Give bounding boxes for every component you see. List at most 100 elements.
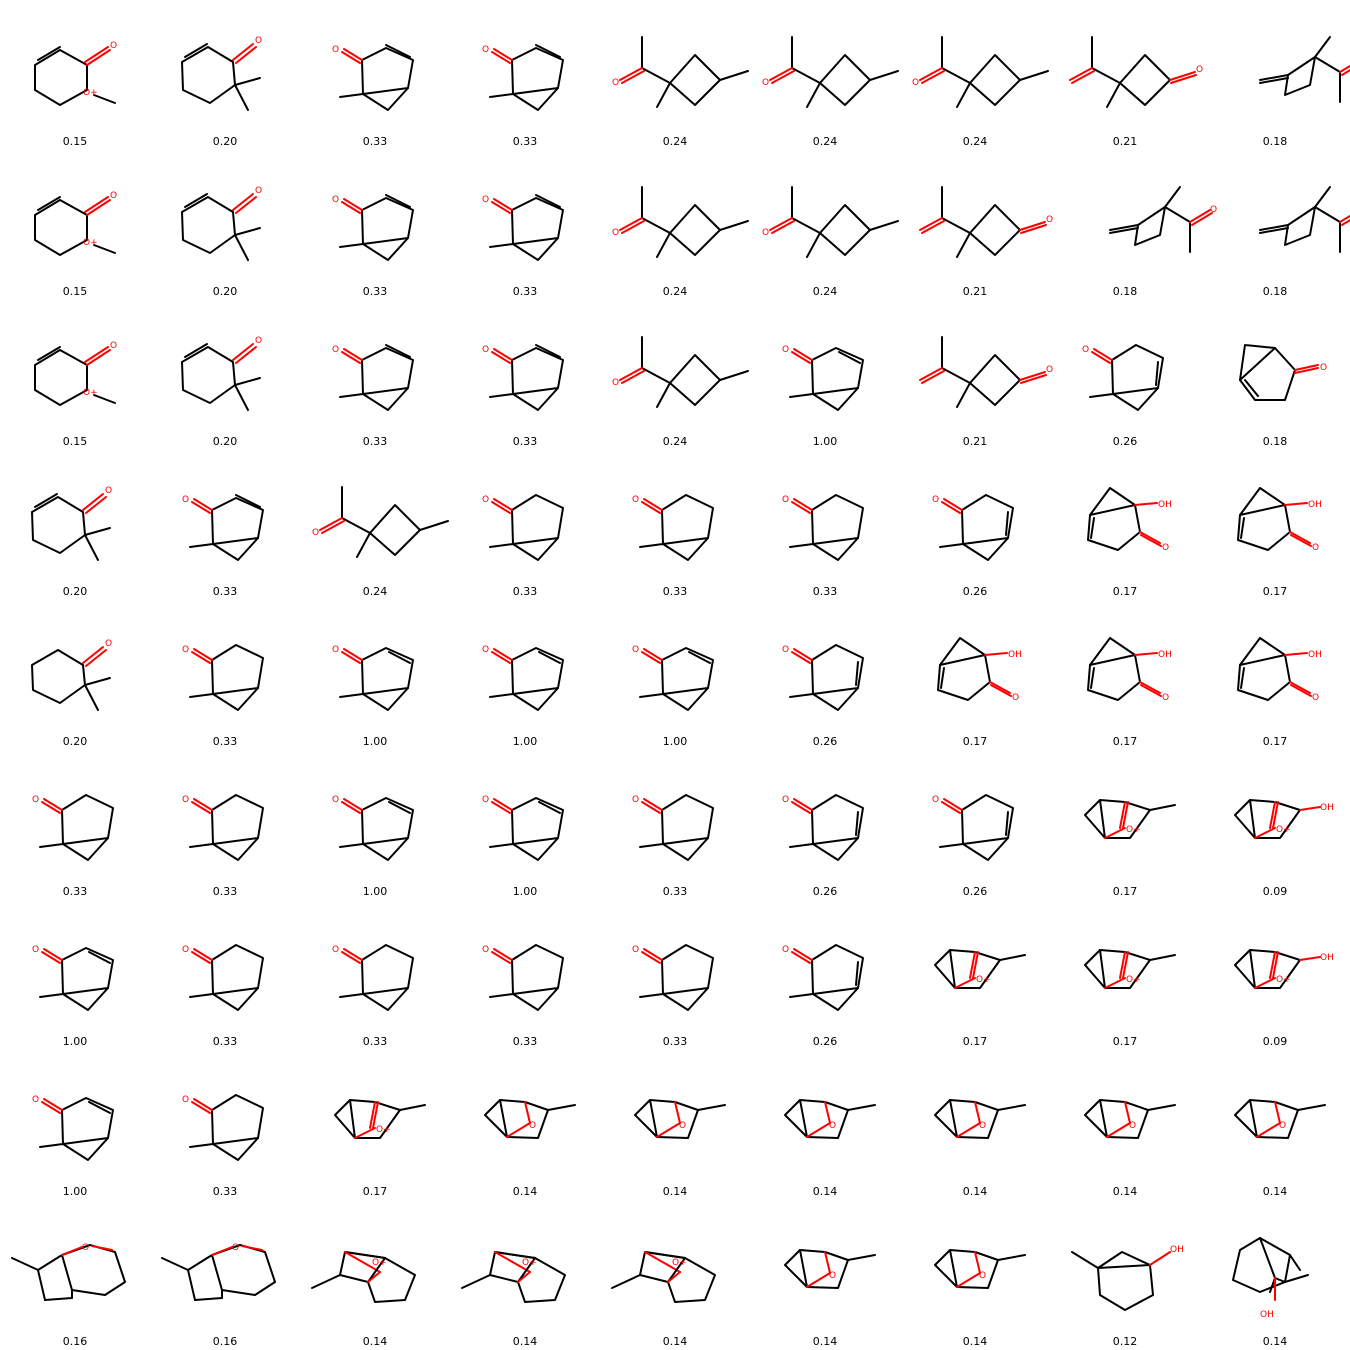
molecule-cell: O 0.24	[300, 450, 450, 600]
molecule-cell: O 0.18	[1200, 0, 1350, 150]
molecule-structure: O	[482, 944, 564, 1011]
oxygen-label: O	[1196, 65, 1203, 75]
similarity-score: 1.00	[62, 1035, 88, 1048]
molecule-cell: O 0.33	[150, 750, 300, 900]
molecule-structure: O	[932, 494, 1014, 561]
oxygen-label: O	[529, 1121, 536, 1131]
similarity-score: 0.14	[662, 1185, 688, 1198]
similarity-score: 1.00	[362, 735, 388, 748]
molecule-cell: OH 0.12	[1050, 1200, 1200, 1350]
oxygen-label: O	[632, 495, 639, 505]
oxygen-label: O	[1082, 345, 1089, 355]
molecule-cell: O 0.24	[600, 150, 750, 300]
molecule-cell: O 0.24	[600, 300, 750, 450]
similarity-score: 0.33	[812, 585, 838, 598]
molecule-cell: O 0.33	[600, 450, 750, 600]
molecule-structure: O	[332, 194, 414, 261]
oxygen-label: O	[255, 186, 262, 196]
molecule-cell: O 0.33	[0, 750, 150, 900]
hydroxyl-label: OH	[1260, 1310, 1274, 1320]
molecule-cell: O 1.00	[0, 900, 150, 1050]
similarity-score: 0.33	[512, 285, 538, 298]
oxygen-label: O	[829, 1121, 836, 1131]
oxygen-label: O	[332, 795, 339, 805]
molecule-structure: O	[934, 1249, 1026, 1289]
molecule-cell: O 0.20	[150, 300, 300, 450]
similarity-score: 0.24	[812, 285, 838, 298]
oxygen-label: O	[482, 945, 489, 955]
molecule-structure: O+	[934, 949, 1026, 989]
molecule-cell: O 1.00	[0, 1050, 150, 1200]
oxygen-label: O	[782, 945, 789, 955]
similarity-score: 1.00	[812, 435, 838, 448]
similarity-score: 0.20	[212, 285, 238, 298]
molecule-structure: OH O	[937, 637, 1022, 703]
oxygen-label: O	[632, 795, 639, 805]
molecule-structure: OH O	[1087, 487, 1172, 553]
similarity-score: 0.16	[212, 1335, 238, 1348]
molecule-cell: O+ O 0.15	[0, 150, 150, 300]
oxygen-label: O	[182, 795, 189, 805]
molecule-cell: O 1.00	[450, 750, 600, 900]
molecule-cell: O+ 0.14	[300, 1200, 450, 1350]
molecule-structure: O	[782, 494, 864, 561]
molecule-structure: O	[612, 36, 749, 108]
molecule-cell: O 0.14	[750, 1200, 900, 1350]
molecule-cell: O+ 0.17	[300, 1050, 450, 1200]
oxygen-label: O	[482, 645, 489, 655]
molecule-structure: O	[11, 1243, 126, 1301]
similarity-score: 0.24	[362, 585, 388, 598]
molecule-cell: O 0.18	[1200, 150, 1350, 300]
molecule-cell: OH O 0.17	[1200, 450, 1350, 600]
similarity-score: 1.00	[662, 735, 688, 748]
molecule-cell: O 0.14	[1050, 1050, 1200, 1200]
similarity-score: 0.33	[212, 585, 238, 598]
oxygen-label: O	[612, 78, 619, 88]
molecule-structure: O	[161, 1243, 276, 1301]
molecule-cell: OH O 0.17	[1200, 600, 1350, 750]
molecule-structure: O+ O	[34, 41, 117, 106]
molecule-cell: OH O 0.17	[1050, 450, 1200, 600]
oxonium-label: O+	[1276, 975, 1291, 985]
oxygen-label: O	[1210, 205, 1217, 215]
molecule-cell: O 0.33	[600, 900, 750, 1050]
similarity-score: 0.14	[362, 1335, 388, 1348]
molecule-structure: O+	[1084, 799, 1176, 839]
molecule-cell: O+ 0.17	[1050, 900, 1200, 1050]
molecule-cell: OH O 0.17	[900, 600, 1050, 750]
oxonium-label: O+	[976, 975, 991, 985]
molecule-structure: O	[482, 494, 564, 561]
molecule-cell: O 0.33	[300, 0, 450, 150]
oxygen-label: O	[332, 345, 339, 355]
molecule-structure: O	[332, 795, 414, 861]
oxygen-label: O	[105, 639, 112, 649]
molecule-cell: O 0.26	[900, 450, 1050, 600]
oxonium-label: O+	[1126, 825, 1141, 835]
molecule-structure: O	[482, 795, 564, 861]
molecule-cell: O 0.26	[750, 900, 900, 1050]
molecule-cell: O 0.14	[900, 1200, 1050, 1350]
molecule-cell: O 0.33	[300, 900, 450, 1050]
oxygen-label: O	[762, 228, 769, 238]
molecule-cell: O 0.33	[300, 300, 450, 450]
molecule-structure: O	[782, 345, 864, 411]
similarity-score: 0.33	[662, 885, 688, 898]
molecule-structure: O	[1069, 36, 1203, 108]
molecule-structure: O	[182, 494, 264, 561]
similarity-score: 0.33	[662, 585, 688, 598]
molecule-cell: O 1.00	[600, 600, 750, 750]
molecule-structure: O	[182, 1094, 264, 1161]
oxygen-label: O	[782, 645, 789, 655]
oxonium-label: O+	[672, 1258, 687, 1268]
molecule-cell: O 0.33	[450, 450, 600, 600]
molecule-structure: O+	[311, 1251, 416, 1303]
oxygen-label: O	[182, 945, 189, 955]
oxygen-label: O	[679, 1121, 686, 1131]
molecule-structure: O	[182, 794, 264, 861]
oxygen-label: O	[979, 1121, 986, 1131]
molecule-cell: O 0.21	[900, 150, 1053, 300]
similarity-score: 0.33	[212, 735, 238, 748]
oxygen-label: O	[105, 486, 112, 496]
molecule-structure: O	[762, 186, 899, 258]
similarity-score: 0.33	[362, 435, 388, 448]
